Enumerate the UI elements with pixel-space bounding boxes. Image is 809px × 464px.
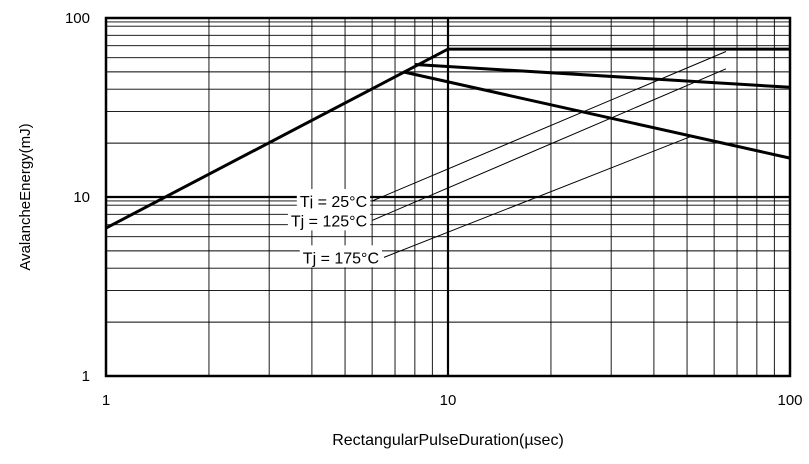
x-tick-label: 1 [102, 392, 110, 409]
y-tick-label: 100 [65, 10, 90, 27]
grid [106, 18, 790, 376]
y-tick-label: 1 [82, 368, 90, 385]
annotation-label: Tj = 125°C [291, 213, 367, 230]
x-axis-label: RectangularPulseDuration(µsec) [332, 432, 564, 449]
series-line-2 [415, 65, 790, 88]
annotations: Tj = 25°CTj = 125°CTj = 175°C [288, 51, 726, 267]
x-tick-label: 100 [777, 392, 802, 409]
x-tick-label: 10 [440, 392, 457, 409]
y-tick-label: 10 [73, 189, 90, 206]
annotation-label: Tj = 175°C [303, 250, 379, 267]
y-axis-label: AvalancheEnergy(mJ) [17, 123, 34, 270]
tick-labels: 1 10 100 1 10 100 [65, 10, 803, 409]
